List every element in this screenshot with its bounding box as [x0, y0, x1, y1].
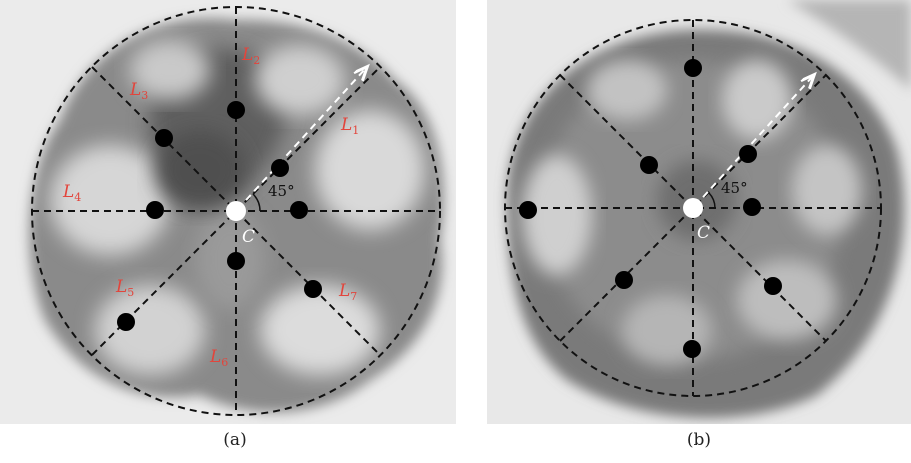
line-label-l2: L2	[241, 45, 260, 67]
point	[304, 280, 322, 298]
diagonal-line-a1	[91, 66, 381, 356]
line-label-l6: L6	[209, 347, 228, 369]
points-a	[117, 101, 322, 331]
diagonal-line-a2	[91, 66, 381, 356]
caption-b: (b)	[686, 430, 712, 450]
panel-b-figure: 45° C	[487, 0, 911, 424]
point	[739, 145, 757, 163]
line-label-l4: L4	[62, 182, 81, 204]
diagonal-line-b1	[559, 74, 827, 342]
center-point-a	[226, 201, 246, 221]
point	[684, 59, 702, 77]
point	[227, 252, 245, 270]
angle-arc-b	[708, 192, 716, 209]
point	[290, 201, 308, 219]
point	[743, 198, 761, 216]
corner-shadow	[787, 0, 911, 90]
point	[683, 340, 701, 358]
angle-label-b: 45°	[721, 179, 748, 197]
point	[155, 129, 173, 147]
direction-arrow-a	[237, 68, 366, 210]
line-label-l5: L5	[115, 277, 134, 299]
point	[146, 201, 164, 219]
angle-label-a: 45°	[268, 182, 295, 200]
point	[271, 159, 289, 177]
direction-arrow-b	[694, 76, 813, 207]
line-label-l3: L3	[129, 80, 148, 102]
center-label-b: C	[697, 223, 710, 243]
center-label-a: C	[242, 227, 255, 247]
diagonal-line-b2	[559, 74, 827, 342]
point	[615, 271, 633, 289]
point	[117, 313, 135, 331]
points-b	[519, 59, 782, 358]
angle-arc-a	[252, 193, 261, 212]
caption-a: (a)	[223, 430, 247, 450]
point	[519, 201, 537, 219]
point	[640, 156, 658, 174]
center-point-b	[683, 198, 703, 218]
panel-a: 45° C L1 L2 L3 L4 L5 L6 L7	[0, 0, 456, 424]
point	[227, 101, 245, 119]
point	[764, 277, 782, 295]
panel-b: 45° C	[487, 0, 911, 424]
measurement-lines-b	[504, 19, 882, 397]
line-label-l7: L7	[338, 281, 357, 303]
line-label-l1: L1	[340, 115, 359, 137]
panel-a-figure: 45° C L1 L2 L3 L4 L5 L6 L7	[0, 0, 456, 424]
